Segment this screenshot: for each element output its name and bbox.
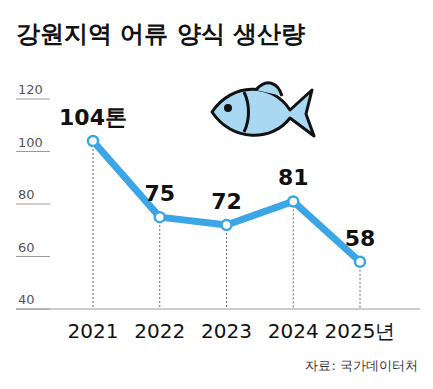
drop-line — [93, 141, 94, 309]
line — [93, 141, 360, 262]
y-tick — [16, 99, 50, 100]
y-tick — [16, 151, 50, 152]
title: 강원지역 어류 양식 생산량 — [16, 20, 305, 48]
x-tick-label: 2025년 — [325, 319, 396, 343]
x-tick-label: 2024 — [268, 319, 319, 343]
point — [155, 212, 165, 222]
drop-line — [226, 225, 227, 309]
plot-area — [88, 136, 365, 267]
fish-gill — [244, 92, 249, 132]
data-label: 104톤 — [59, 105, 127, 130]
y-tick-label: 80 — [18, 187, 35, 202]
y-tick-label: 100 — [18, 135, 43, 150]
x-tick-label: 2022 — [134, 319, 185, 343]
point — [288, 196, 298, 206]
point — [88, 136, 98, 146]
fish-eye — [224, 104, 232, 112]
y-tick-label: 40 — [18, 292, 35, 307]
drop-line — [293, 201, 294, 309]
point — [355, 257, 365, 267]
data-label: 75 — [144, 181, 175, 206]
x-tick-label: 2023 — [201, 319, 252, 343]
y-tick-label: 60 — [18, 240, 35, 255]
data-label: 72 — [211, 189, 242, 214]
fish-body — [212, 89, 314, 136]
data-label: 81 — [278, 165, 309, 190]
source: 자료: 국가데이터처 — [305, 358, 418, 373]
drop-line — [360, 262, 361, 309]
fish-fin — [256, 83, 282, 96]
y-tick — [16, 204, 50, 205]
drop-line — [159, 217, 160, 309]
point — [222, 220, 232, 230]
data-label: 58 — [345, 226, 376, 251]
fish-icon — [212, 83, 314, 136]
chart: 강원지역 어류 양식 생산량 40 60 80 100 120 2021 2022 2023 20… — [0, 0, 433, 389]
y-tick-label: 120 — [18, 82, 43, 97]
x-tick-label: 2021 — [68, 319, 119, 343]
y-tick — [16, 256, 50, 257]
x-axis — [16, 309, 420, 310]
